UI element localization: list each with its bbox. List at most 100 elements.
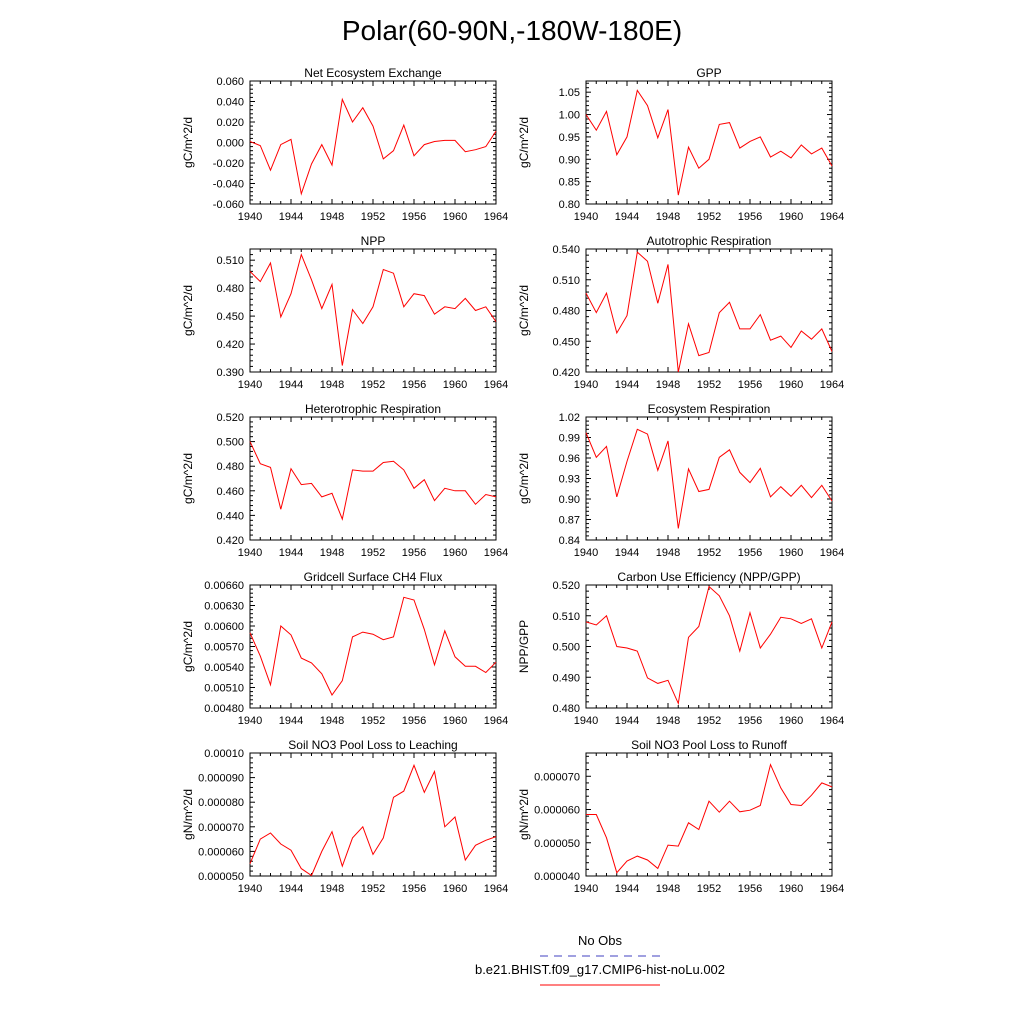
x-tick-label: 1952 (361, 547, 385, 559)
x-tick-label: 1940 (574, 715, 598, 727)
chart-panel: Carbon Use Efficiency (NPP/GPP) NPP/GPP 19… (517, 570, 844, 727)
x-tick-label: 1964 (820, 715, 844, 727)
x-tick-label: 1948 (320, 547, 344, 559)
x-tick-label: 1948 (320, 715, 344, 727)
x-tick-label: 1956 (402, 211, 426, 223)
y-axis-label: gN/m^2/d (517, 789, 531, 840)
y-tick-label: 0.000 (216, 138, 244, 150)
y-tick-label: 0.000060 (198, 846, 244, 858)
x-tick-label: 1960 (779, 715, 803, 727)
chart-panel: Net Ecosystem Exchange gC/m^2/d 1940 1944 19… (181, 66, 508, 223)
chart-title: Soil NO3 Pool Loss to Leaching (288, 738, 457, 752)
chart-panel: NPP gC/m^2/d 1940 1944 1948 1952 1956 1960 1964 0… (181, 234, 508, 391)
plot-frame (249, 416, 497, 541)
y-axis-label: gC/m^2/d (181, 453, 195, 504)
x-tick-label: 1940 (238, 715, 262, 727)
y-tick-label: 0.000070 (198, 822, 244, 834)
chart-title: Soil NO3 Pool Loss to Runoff (631, 738, 788, 752)
y-tick-label: 0.520 (216, 412, 244, 424)
x-tick-label: 1948 (656, 883, 680, 895)
x-tick-label: 1960 (443, 211, 467, 223)
y-tick-label: 0.00540 (204, 662, 244, 674)
y-tick-label: 0.490 (552, 672, 580, 684)
chart-panel: GPP gC/m^2/d 1940 1944 1948 1952 1956 1960 1964 0… (517, 66, 844, 223)
y-tick-label: 0.420 (552, 367, 580, 379)
y-tick-label: 0.90 (559, 494, 580, 506)
chart-panels: Net Ecosystem Exchange gC/m^2/d 1940 1944 19… (181, 66, 844, 895)
y-tick-label: 0.000040 (534, 871, 580, 883)
y-tick-label: 0.00570 (204, 642, 244, 654)
x-tick-label: 1944 (279, 547, 303, 559)
y-tick-label: 0.00510 (204, 683, 244, 695)
chart-title: Gridcell Surface CH4 Flux (304, 570, 443, 584)
y-tick-label: 0.390 (216, 367, 244, 379)
x-tick-label: 1964 (484, 379, 508, 391)
y-tick-label: 0.020 (216, 117, 244, 129)
plot-frame (249, 248, 497, 373)
y-tick-label: 0.00010 (204, 748, 244, 760)
x-tick-label: 1948 (320, 379, 344, 391)
x-tick-label: 1964 (484, 211, 508, 223)
chart-title: Net Ecosystem Exchange (304, 66, 442, 80)
x-tick-label: 1952 (361, 211, 385, 223)
y-tick-label: 0.500 (552, 642, 580, 654)
y-tick-label: 0.93 (559, 474, 580, 486)
x-tick-label: 1940 (574, 883, 598, 895)
legend: No Obs b.e21.BHIST.f09_g17.CMIP6-hist-no… (475, 933, 725, 986)
x-tick-label: 1960 (779, 547, 803, 559)
x-tick-label: 1940 (238, 883, 262, 895)
chart-title: NPP (361, 234, 386, 248)
x-tick-label: 1956 (738, 211, 762, 223)
x-tick-label: 1948 (656, 715, 680, 727)
y-tick-label: 0.000070 (534, 771, 580, 783)
y-tick-label: 0.480 (216, 283, 244, 295)
y-axis-label: gN/m^2/d (181, 789, 195, 840)
y-tick-label: 0.520 (552, 580, 580, 592)
y-tick-label: 0.440 (216, 510, 244, 522)
plot-frame (585, 416, 833, 541)
y-tick-label: 0.000080 (198, 797, 244, 809)
y-tick-label: 0.060 (216, 76, 244, 88)
x-tick-label: 1944 (615, 211, 639, 223)
x-tick-label: 1944 (615, 379, 639, 391)
y-tick-label: 0.87 (559, 515, 580, 527)
x-tick-label: 1964 (484, 883, 508, 895)
x-tick-label: 1952 (361, 379, 385, 391)
y-tick-label: 0.00480 (204, 703, 244, 715)
chart-panel: Soil NO3 Pool Loss to Leaching gN/m^2/d 19… (181, 738, 508, 895)
legend-label-run: b.e21.BHIST.f09_g17.CMIP6-hist-noLu.002 (475, 962, 725, 977)
series-line (249, 441, 497, 521)
x-tick-label: 1940 (574, 547, 598, 559)
y-tick-label: 0.480 (552, 306, 580, 318)
x-tick-label: 1952 (361, 715, 385, 727)
x-tick-label: 1964 (820, 547, 844, 559)
x-tick-label: 1944 (279, 715, 303, 727)
y-tick-label: 0.95 (559, 132, 580, 144)
x-tick-label: 1956 (402, 883, 426, 895)
x-tick-label: 1940 (574, 379, 598, 391)
legend-label-no-obs: No Obs (578, 933, 623, 948)
series-line (249, 596, 497, 696)
y-tick-label: 0.500 (216, 437, 244, 449)
x-tick-label: 1956 (402, 379, 426, 391)
y-tick-label: 0.480 (552, 703, 580, 715)
series-line (249, 97, 497, 196)
series-line (585, 585, 833, 706)
plot-frame (585, 80, 833, 205)
x-tick-label: 1956 (402, 715, 426, 727)
y-tick-label: 0.420 (216, 339, 244, 351)
series-line (585, 251, 833, 373)
y-tick-label: 0.000050 (198, 871, 244, 883)
x-tick-label: 1940 (238, 211, 262, 223)
x-tick-label: 1952 (697, 547, 721, 559)
x-tick-label: 1940 (238, 379, 262, 391)
y-tick-label: 0.000090 (198, 773, 244, 785)
chart-panel: Autotrophic Respiration gC/m^2/d 1940 1944 1… (517, 234, 844, 391)
plot-frame (585, 248, 833, 373)
x-tick-label: 1944 (279, 379, 303, 391)
figure-title: Polar(60-90N,-180W-180E) (342, 15, 682, 46)
x-tick-label: 1960 (443, 715, 467, 727)
series-line (586, 763, 833, 874)
y-tick-label: 1.05 (559, 87, 580, 99)
